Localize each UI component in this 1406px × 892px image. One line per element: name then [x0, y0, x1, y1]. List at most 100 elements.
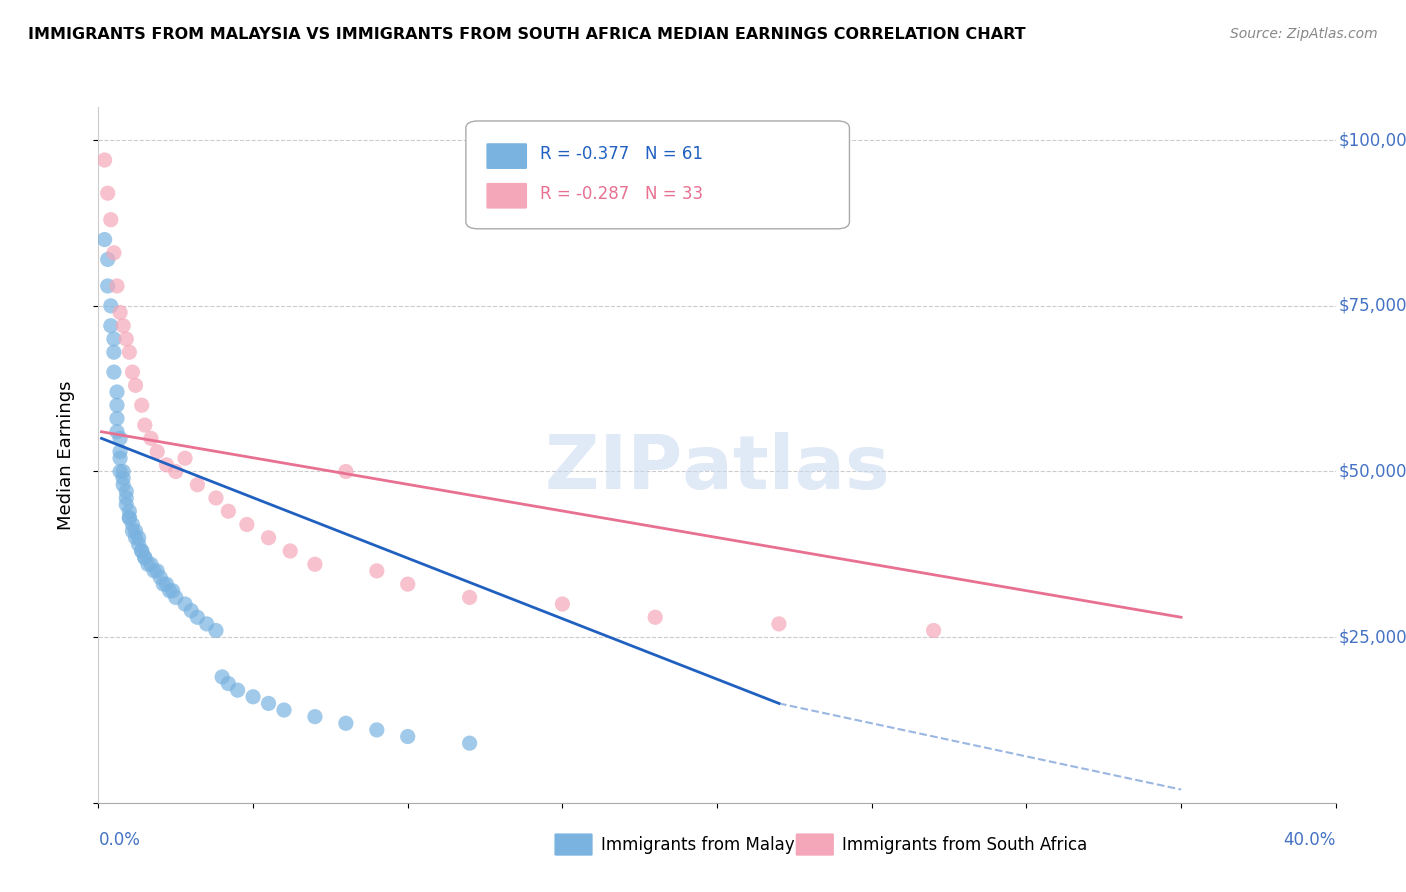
- Point: [396, 577, 419, 591]
- Point: [195, 616, 218, 631]
- Point: [131, 544, 153, 558]
- Point: [922, 624, 945, 638]
- Point: [100, 212, 122, 227]
- FancyBboxPatch shape: [465, 121, 849, 229]
- Point: [146, 444, 169, 458]
- Point: [211, 670, 233, 684]
- Point: [134, 418, 156, 433]
- Point: [115, 484, 138, 499]
- Point: [396, 730, 419, 744]
- Point: [131, 544, 153, 558]
- Point: [93, 233, 115, 247]
- Point: [134, 550, 156, 565]
- Point: [217, 504, 239, 518]
- Point: [108, 451, 131, 466]
- Point: [100, 318, 122, 333]
- Text: 0.0%: 0.0%: [98, 830, 141, 848]
- Point: [236, 517, 259, 532]
- Text: 40.0%: 40.0%: [1284, 830, 1336, 848]
- Point: [105, 411, 128, 425]
- Point: [159, 583, 181, 598]
- Point: [366, 564, 388, 578]
- Point: [180, 604, 202, 618]
- Point: [139, 431, 162, 445]
- Point: [118, 504, 141, 518]
- Text: R = -0.377   N = 61: R = -0.377 N = 61: [540, 145, 703, 163]
- Point: [136, 558, 159, 572]
- Text: IMMIGRANTS FROM MALAYSIA VS IMMIGRANTS FROM SOUTH AFRICA MEDIAN EARNINGS CORRELA: IMMIGRANTS FROM MALAYSIA VS IMMIGRANTS F…: [28, 27, 1026, 42]
- Point: [97, 186, 120, 201]
- Text: Immigrants from Malaysia: Immigrants from Malaysia: [600, 836, 818, 854]
- Point: [108, 431, 131, 445]
- Point: [335, 465, 357, 479]
- Text: $25,000: $25,000: [1339, 628, 1406, 646]
- Point: [186, 610, 208, 624]
- Point: [105, 384, 128, 399]
- Text: R = -0.287   N = 33: R = -0.287 N = 33: [540, 185, 703, 203]
- Point: [118, 511, 141, 525]
- Point: [217, 676, 239, 690]
- Text: Immigrants from South Africa: Immigrants from South Africa: [842, 836, 1087, 854]
- Y-axis label: Median Earnings: Median Earnings: [56, 380, 75, 530]
- Point: [115, 491, 138, 505]
- Point: [115, 498, 138, 512]
- Point: [257, 531, 280, 545]
- Point: [186, 477, 208, 491]
- Point: [278, 544, 301, 558]
- Point: [97, 279, 120, 293]
- Point: [124, 531, 146, 545]
- Point: [103, 365, 125, 379]
- Point: [112, 465, 135, 479]
- Text: $50,000: $50,000: [1339, 462, 1406, 481]
- Point: [165, 465, 187, 479]
- FancyBboxPatch shape: [554, 833, 593, 856]
- Point: [121, 517, 143, 532]
- Point: [103, 345, 125, 359]
- Point: [174, 597, 197, 611]
- Text: $100,000: $100,000: [1339, 131, 1406, 149]
- Point: [335, 716, 357, 731]
- Point: [273, 703, 295, 717]
- Point: [768, 616, 790, 631]
- Point: [105, 398, 128, 412]
- Point: [93, 153, 115, 167]
- Point: [121, 365, 143, 379]
- Point: [242, 690, 264, 704]
- Point: [103, 245, 125, 260]
- Point: [105, 425, 128, 439]
- Point: [458, 591, 481, 605]
- Point: [118, 345, 141, 359]
- Text: $75,000: $75,000: [1339, 297, 1406, 315]
- Point: [112, 471, 135, 485]
- Point: [458, 736, 481, 750]
- Point: [165, 591, 187, 605]
- Point: [205, 491, 228, 505]
- Text: ZIP​atlas: ZIP​atlas: [544, 433, 890, 506]
- Point: [257, 697, 280, 711]
- Point: [118, 511, 141, 525]
- Point: [121, 524, 143, 538]
- Text: Source: ZipAtlas.com: Source: ZipAtlas.com: [1230, 27, 1378, 41]
- Point: [134, 550, 156, 565]
- Point: [304, 709, 326, 723]
- Point: [644, 610, 666, 624]
- Point: [103, 332, 125, 346]
- Point: [124, 378, 146, 392]
- Point: [108, 465, 131, 479]
- Point: [97, 252, 120, 267]
- Point: [174, 451, 197, 466]
- Point: [146, 564, 169, 578]
- Point: [128, 537, 150, 551]
- Point: [139, 558, 162, 572]
- Point: [131, 398, 153, 412]
- FancyBboxPatch shape: [485, 182, 527, 210]
- Point: [115, 332, 138, 346]
- Point: [205, 624, 228, 638]
- Point: [366, 723, 388, 737]
- Point: [128, 531, 150, 545]
- Point: [155, 577, 177, 591]
- FancyBboxPatch shape: [794, 833, 835, 856]
- Point: [100, 299, 122, 313]
- Point: [108, 444, 131, 458]
- Point: [551, 597, 574, 611]
